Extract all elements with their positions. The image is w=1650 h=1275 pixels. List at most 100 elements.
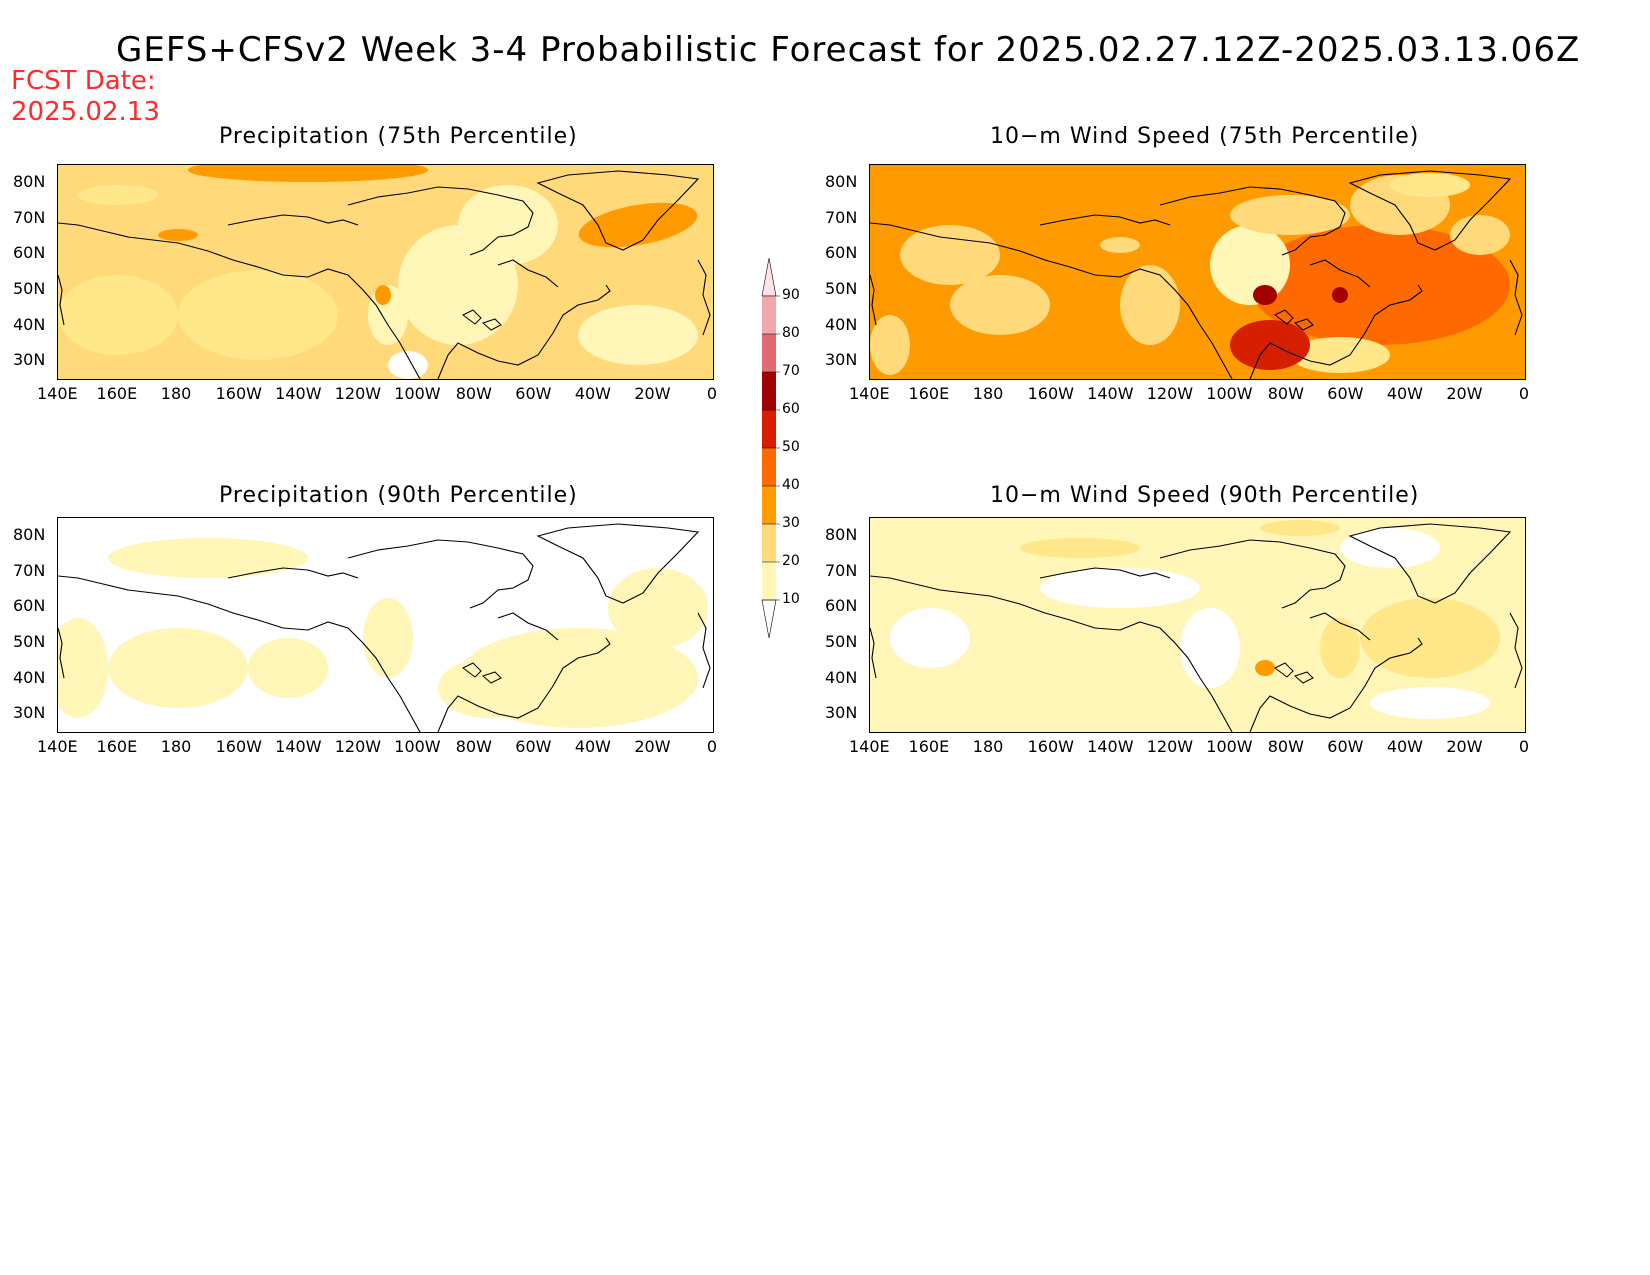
lon-tick-label: 0 (706, 737, 718, 756)
lon-tick-label: 140W (1087, 737, 1134, 756)
lon-tick-label: 180 (160, 384, 192, 403)
lon-tick-label: 100W (1206, 384, 1253, 403)
lat-tick-label: 60N (13, 596, 46, 616)
lon-tick-label: 100W (1206, 737, 1253, 756)
lon-tick-label: 20W (634, 737, 671, 756)
panel-title-precip-75: Precipitation (75th Percentile) (219, 124, 578, 149)
lat-tick-label: 50N (13, 631, 46, 651)
colorbar-segment (762, 334, 776, 372)
map-canvas (870, 518, 1525, 732)
lon-tick-label: 80W (1267, 737, 1304, 756)
colorbar-level-label: 40 (782, 477, 800, 493)
colorbar-level-label: 20 (782, 553, 800, 569)
colorbar-level-label: 70 (782, 363, 800, 379)
lon-tick-label: 40W (1386, 384, 1423, 403)
lon-tick-label: 60W (515, 737, 552, 756)
lon-tick-label: 20W (1446, 384, 1483, 403)
lon-tick-label: 100W (394, 384, 441, 403)
colorbar-segment (762, 562, 776, 600)
lon-tick-label: 40W (1386, 737, 1423, 756)
lon-tick-label: 120W (1146, 384, 1194, 403)
forecast-date-value: 2025.02.13 (11, 97, 160, 127)
lon-tick-label: 40W (574, 737, 611, 756)
lon-tick-label: 160W (1027, 384, 1074, 403)
lat-tick-label: 60N (825, 243, 858, 263)
lat-tick-label: 50N (825, 278, 858, 298)
lat-tick-label: 30N (13, 703, 46, 723)
lat-tick-label: 30N (825, 350, 858, 370)
lon-tick-label: 160E (908, 737, 950, 756)
lat-tick-label: 40N (13, 667, 46, 687)
lon-tick-label: 160E (908, 384, 950, 403)
lat-tick-label: 40N (13, 314, 46, 334)
colorbar-level-label: 80 (782, 325, 800, 341)
lon-tick-label: 140W (275, 384, 322, 403)
lon-tick-label: 140E (849, 384, 890, 403)
map-canvas (58, 518, 713, 732)
colorbar-level-label: 10 (782, 591, 800, 607)
lon-tick-label: 140E (37, 737, 78, 756)
colorbar-graphic (761, 257, 780, 639)
lat-tick-label: 80N (825, 171, 858, 191)
forecast-date-label: FCST Date: (11, 66, 156, 96)
lat-tick-label: 30N (13, 350, 46, 370)
lon-tick-label: 80W (455, 384, 492, 403)
colorbar-segment (762, 296, 776, 334)
lon-tick-label: 40W (574, 384, 611, 403)
panel-title-wind-75: 10−m Wind Speed (75th Percentile) (990, 124, 1420, 149)
lat-tick-label: 50N (825, 631, 858, 651)
lon-tick-label: 140W (1087, 384, 1134, 403)
lon-tick-label: 140E (37, 384, 78, 403)
colorbar-segment (762, 372, 776, 410)
lat-tick-label: 30N (825, 703, 858, 723)
lat-tick-label: 70N (13, 207, 46, 227)
lon-tick-label: 160W (1027, 737, 1074, 756)
lon-tick-label: 0 (1518, 737, 1530, 756)
lon-tick-label: 0 (706, 384, 718, 403)
map-precip-75 (57, 164, 714, 380)
lon-tick-label: 60W (1327, 384, 1364, 403)
lat-tick-label: 70N (13, 560, 46, 580)
lon-tick-label: 20W (1446, 737, 1483, 756)
colorbar-level-label: 60 (782, 401, 800, 417)
colorbar: 90 80 70 60 50 40 30 20 10 (760, 257, 820, 639)
lat-tick-label: 60N (13, 243, 46, 263)
colorbar-level-label: 90 (782, 287, 800, 303)
lon-tick-label: 180 (972, 384, 1004, 403)
lon-tick-label: 60W (515, 384, 552, 403)
lat-tick-label: 80N (825, 524, 858, 544)
lon-tick-label: 80W (1267, 384, 1304, 403)
lat-tick-label: 80N (13, 171, 46, 191)
forecast-date-block: FCST Date: 2025.02.13 (11, 66, 160, 128)
colorbar-segment (762, 448, 776, 486)
map-wind-75 (869, 164, 1526, 380)
lon-tick-label: 100W (394, 737, 441, 756)
lat-tick-label: 70N (825, 560, 858, 580)
colorbar-level-label: 50 (782, 439, 800, 455)
map-canvas (58, 165, 713, 379)
map-precip-90 (57, 517, 714, 733)
lon-tick-label: 120W (334, 737, 382, 756)
lon-tick-label: 160W (215, 384, 262, 403)
lon-tick-label: 180 (972, 737, 1004, 756)
lat-tick-label: 70N (825, 207, 858, 227)
lat-tick-label: 40N (825, 667, 858, 687)
lat-tick-label: 50N (13, 278, 46, 298)
lon-tick-label: 0 (1518, 384, 1530, 403)
lon-tick-label: 20W (634, 384, 671, 403)
panel-title-precip-90: Precipitation (90th Percentile) (219, 483, 578, 508)
map-canvas (870, 165, 1525, 379)
colorbar-level-label: 30 (782, 515, 800, 531)
lon-tick-label: 60W (1327, 737, 1364, 756)
main-title: GEFS+CFSv2 Week 3-4 Probabilistic Foreca… (116, 30, 1581, 70)
colorbar-segment (762, 524, 776, 562)
lon-tick-label: 120W (334, 384, 382, 403)
colorbar-segment (762, 486, 776, 524)
lon-tick-label: 140W (275, 737, 322, 756)
lon-tick-label: 80W (455, 737, 492, 756)
lon-tick-label: 160E (96, 384, 138, 403)
lon-tick-label: 160W (215, 737, 262, 756)
panel-title-wind-90: 10−m Wind Speed (90th Percentile) (990, 483, 1420, 508)
map-wind-90 (869, 517, 1526, 733)
lon-tick-label: 160E (96, 737, 138, 756)
